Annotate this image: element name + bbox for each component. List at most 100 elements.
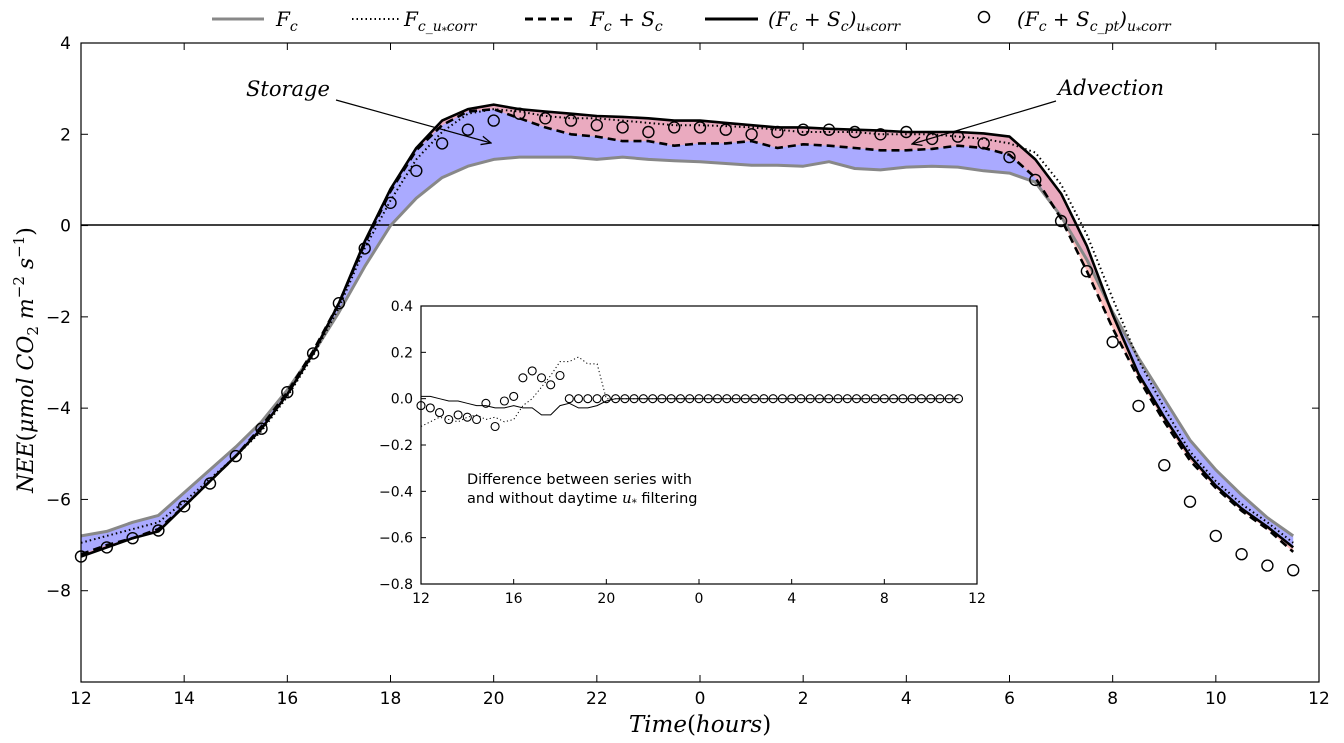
inset-marker-point (481, 398, 491, 408)
inset-x-tick-label: 20 (597, 591, 615, 607)
marker-point (435, 137, 449, 150)
marker-point (384, 196, 397, 210)
annotation-advection: Advection (1056, 76, 1164, 100)
marker-point (642, 125, 655, 139)
marker-point (306, 347, 320, 360)
inset-marker-point (926, 394, 936, 404)
marker-point (590, 118, 603, 132)
legend-label-fc-scpt-ucorr: (Fc + Sc_pt)u*corr (1017, 7, 1172, 37)
inset-marker-point (472, 414, 482, 425)
marker-point (977, 137, 990, 150)
legend-label-fc: Fc (275, 7, 298, 35)
marker-point (925, 132, 939, 146)
marker-point (1209, 529, 1223, 543)
marker-point (822, 123, 836, 136)
marker-point (1286, 564, 1300, 577)
x-tick-label: 12 (1308, 689, 1330, 709)
inset-marker-point (425, 403, 435, 413)
inset-marker-point (722, 394, 732, 404)
marker-point (1132, 399, 1145, 413)
inset-marker-point (518, 373, 528, 383)
legend-label-fc-ucorr: Fc_u*corr (403, 7, 478, 37)
legend-label-fc-sc: Fc + Sc (589, 7, 663, 35)
inset-marker-point (916, 394, 926, 404)
inset-note-line2: and without daytime u* filtering (467, 489, 697, 509)
inset-x-tick-label: 12 (968, 591, 986, 607)
inset-marker-point (824, 394, 834, 404)
annotation-storage: Storage (246, 77, 330, 101)
x-axis-label: Time(hours) (629, 712, 771, 738)
inset-note-line1: Difference between series with (467, 472, 692, 488)
inset-marker-point (675, 394, 686, 404)
inset-marker-point (657, 394, 667, 404)
x-tick-label: 14 (173, 689, 195, 709)
inset-marker-point (509, 391, 519, 401)
x-tick-label: 10 (1205, 689, 1227, 709)
main-y-ticks: 4 2 0 −2 −4 −6 −8 (46, 34, 1319, 602)
legend-label-fc-sc-ucorr: (Fc + Sc)u*corr (768, 7, 901, 37)
inset-y-tick-label: 0.2 (391, 345, 413, 361)
inset-marker-point (870, 394, 880, 404)
storage-arrow (335, 99, 491, 143)
inset-marker-point (434, 408, 445, 418)
inset-marker-point (796, 394, 806, 404)
inset-marker-point (583, 394, 593, 404)
marker-point (564, 114, 578, 127)
marker-point (900, 125, 913, 139)
main-markers (74, 107, 1300, 577)
marker-point (1029, 173, 1042, 187)
marker-point (539, 112, 552, 125)
marker-point (152, 524, 165, 537)
marker-point (1235, 548, 1248, 561)
x-tick-label: 12 (70, 689, 92, 709)
marker-point (1158, 459, 1171, 472)
marker-point (1183, 495, 1197, 508)
inset-marker-point (666, 394, 676, 404)
inset-marker-point (648, 394, 658, 404)
x-tick-label: 0 (695, 689, 706, 709)
inset-x-tick-label: 8 (880, 591, 889, 607)
marker-point (1080, 265, 1094, 278)
svg-text:NEE(μmol CO2 m−2 s−1): NEE(μmol CO2 m−2 s−1) (10, 227, 42, 494)
inset-marker-point (564, 394, 574, 404)
marker-point (100, 541, 114, 554)
marker-point (745, 128, 758, 141)
x-tick-label: 22 (586, 689, 608, 709)
storage-fill (81, 104, 1294, 557)
inset-series-line-1 (421, 356, 959, 427)
inset-marker-point (861, 394, 871, 404)
marker-point (461, 123, 475, 136)
inset-marker-point (712, 394, 723, 404)
inset-y-tick-label: −0.6 (379, 531, 413, 547)
marker-point (693, 121, 707, 134)
inset-marker-point (453, 410, 463, 420)
inset-marker-point (611, 394, 621, 404)
inset-marker-point (833, 394, 843, 404)
marker-point (668, 121, 681, 134)
inset-marker-point (777, 394, 787, 404)
inset-marker-point (805, 394, 815, 404)
marker-point (797, 123, 810, 136)
marker-point (513, 107, 526, 120)
inset-marker-point (629, 394, 639, 404)
inset-marker-point (953, 394, 964, 404)
marker-point (203, 477, 217, 490)
x-tick-label: 6 (1004, 689, 1015, 709)
inset-marker-point (444, 414, 454, 425)
y-tick-label: 2 (60, 125, 71, 145)
inset-marker-point (490, 421, 500, 432)
marker-point (177, 500, 191, 513)
inset-marker-point (638, 394, 648, 404)
y-tick-label: −4 (46, 399, 71, 419)
inset-axes-frame (420, 305, 978, 585)
inset-marker-point (768, 394, 778, 404)
y-tick-label: −6 (46, 490, 71, 510)
marker-point (410, 164, 423, 178)
inset-marker-point (573, 394, 584, 404)
inset-x-tick-label: 4 (787, 591, 796, 607)
marker-point (951, 130, 965, 143)
inset-marker-point (536, 373, 547, 383)
legend-swatch-fc-scpt-ucorr (977, 10, 991, 24)
marker-point (358, 242, 371, 255)
